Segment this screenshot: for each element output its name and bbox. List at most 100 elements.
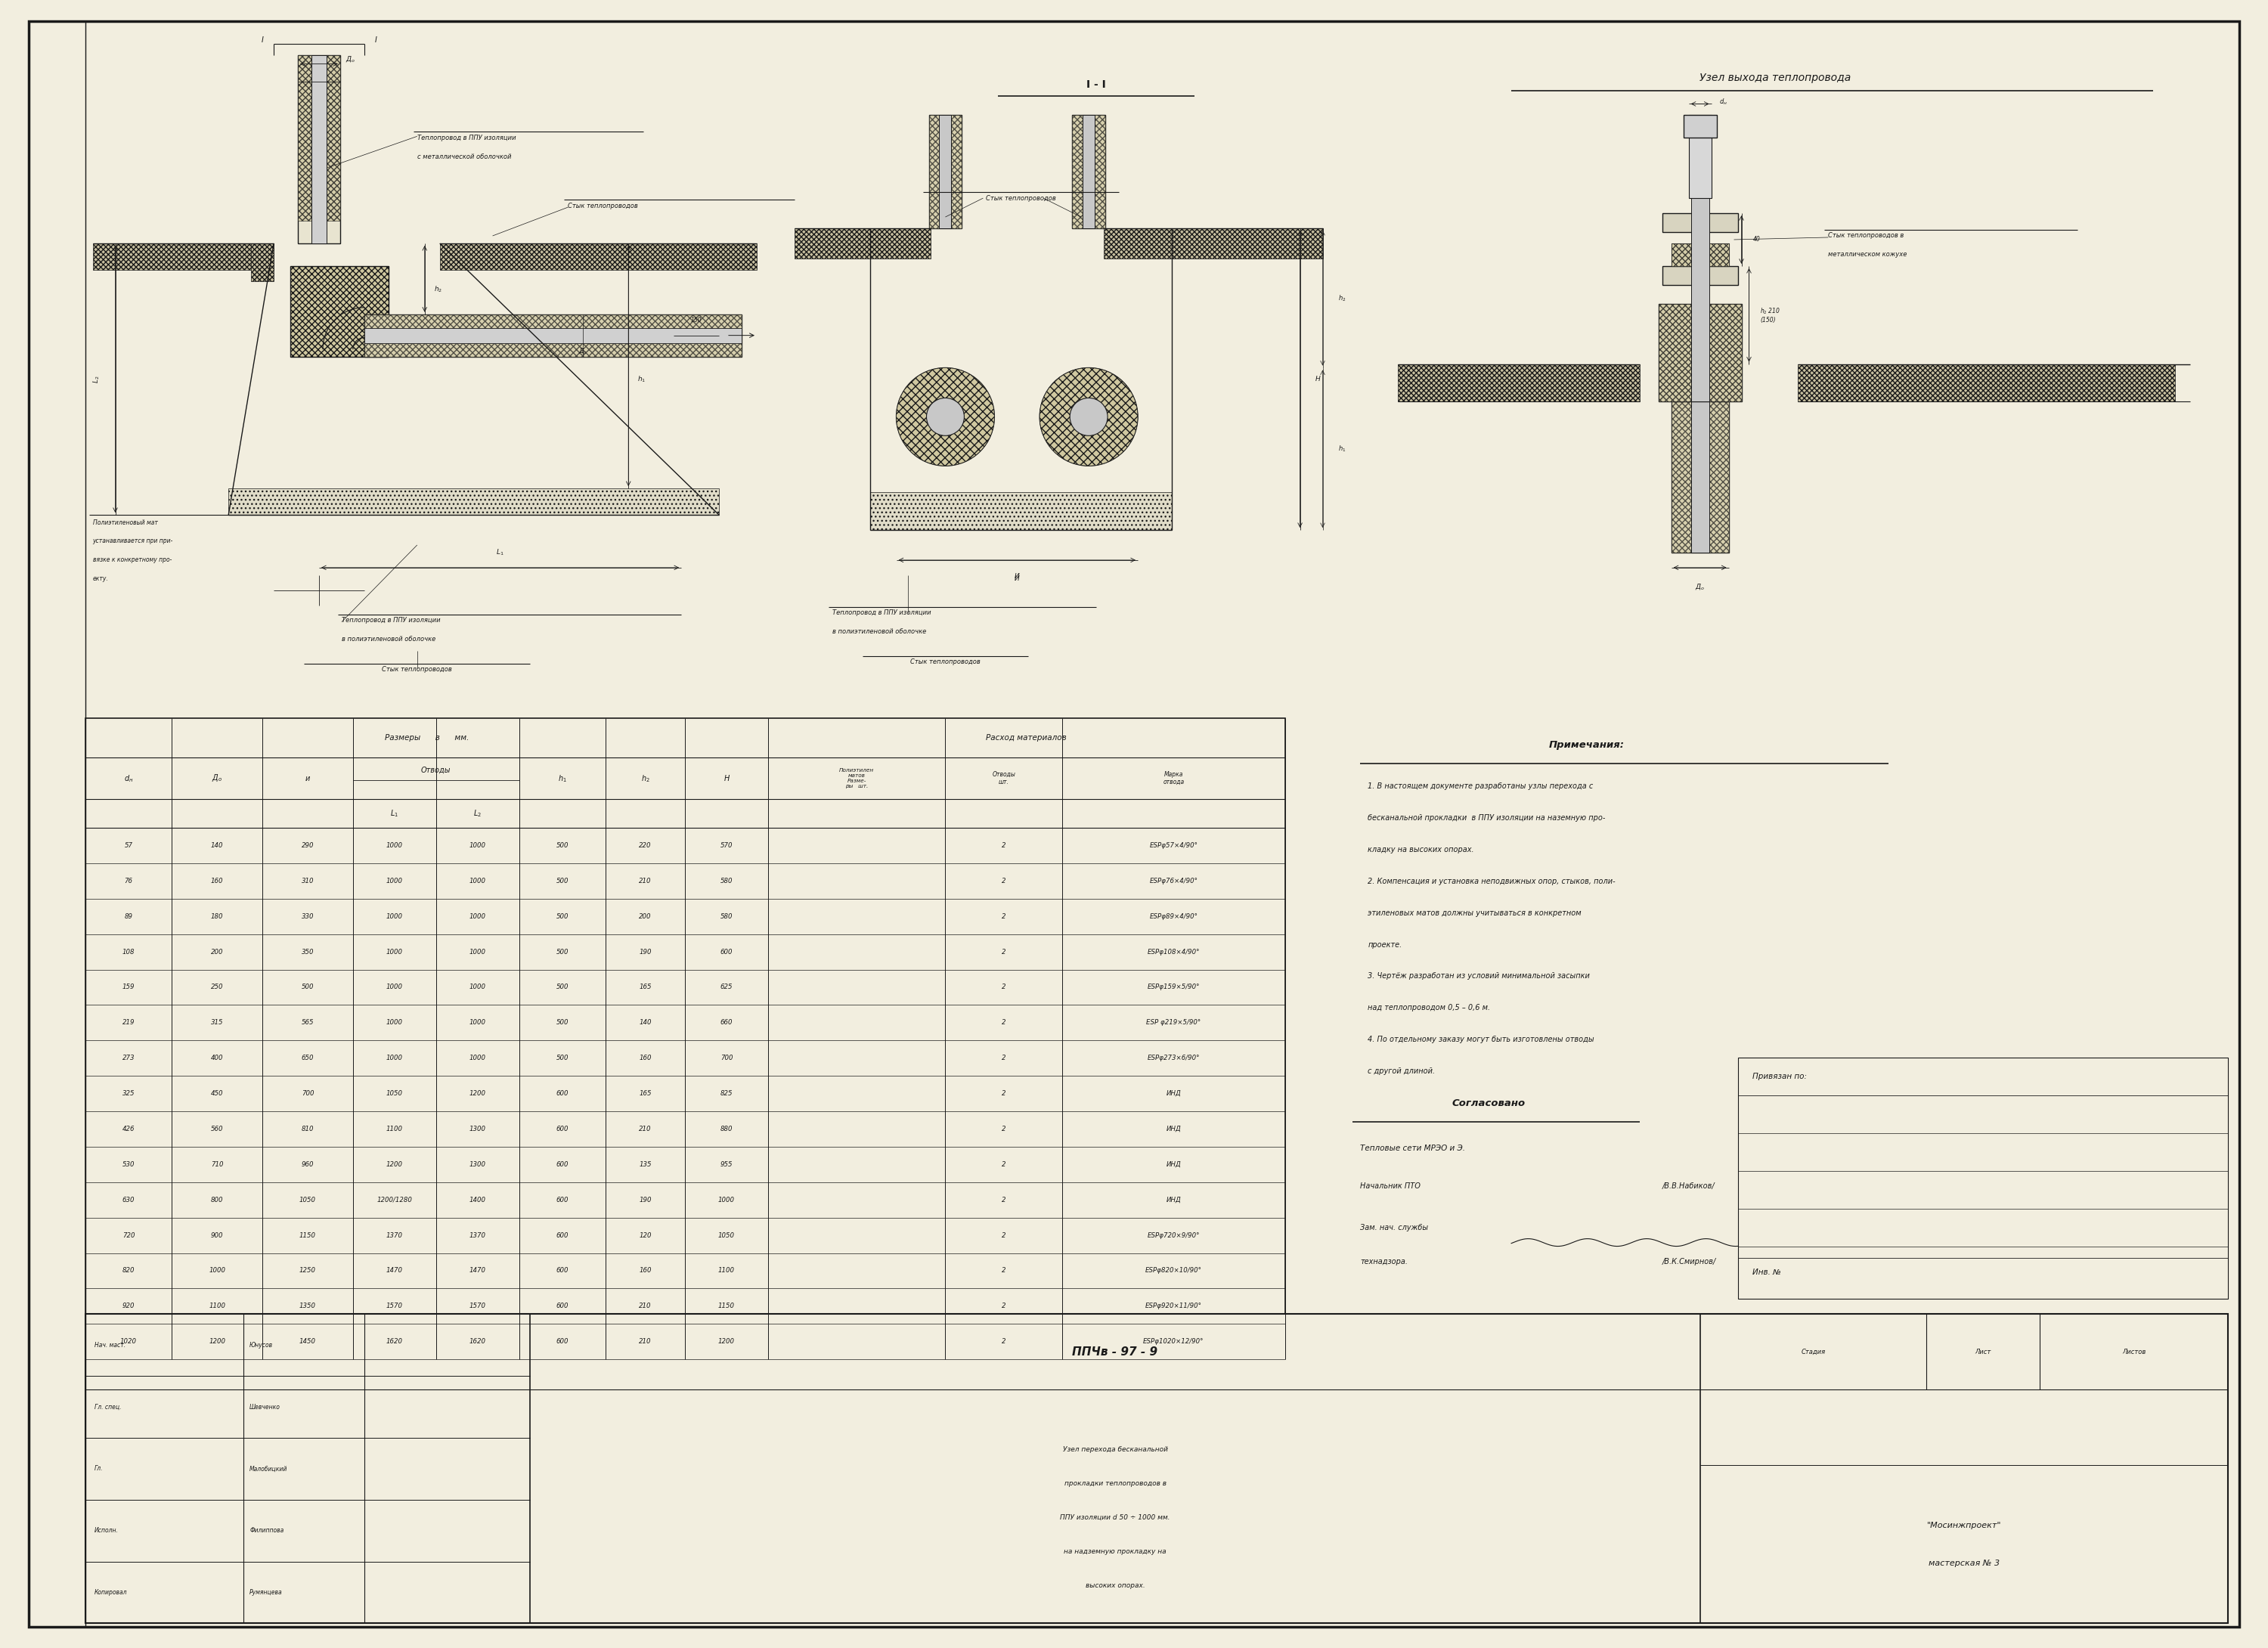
Text: Исполн.: Исполн. bbox=[95, 1528, 118, 1534]
Text: ESPφ273×6/90°: ESPφ273×6/90° bbox=[1148, 1055, 1200, 1061]
Text: Теплопровод в ППУ изоляции: Теплопровод в ППУ изоляции bbox=[832, 610, 930, 616]
Text: Согласовано: Согласовано bbox=[1452, 1098, 1526, 1107]
Text: 600: 600 bbox=[556, 1267, 569, 1274]
Text: 1370: 1370 bbox=[469, 1233, 485, 1239]
Bar bbox=[1105, 229, 1322, 259]
Text: с металлической оболочкой: с металлической оболочкой bbox=[417, 153, 510, 160]
Text: этиленовых матов должны учитываться в конкретном: этиленовых матов должны учитываться в ко… bbox=[1368, 910, 1581, 916]
Bar bbox=[794, 229, 930, 259]
Text: 600: 600 bbox=[556, 1091, 569, 1098]
Text: ESPφ89×4/90°: ESPφ89×4/90° bbox=[1150, 913, 1198, 920]
Text: ИНД: ИНД bbox=[1166, 1196, 1182, 1203]
Text: Д$_о$: Д$_о$ bbox=[211, 773, 222, 783]
Text: h$_1$: h$_1$ bbox=[558, 773, 567, 783]
Text: 500: 500 bbox=[556, 1055, 569, 1061]
Text: 700: 700 bbox=[721, 1055, 733, 1061]
Text: Стадия: Стадия bbox=[1801, 1348, 1826, 1355]
Text: 1000: 1000 bbox=[386, 1055, 404, 1061]
Text: 450: 450 bbox=[211, 1091, 222, 1098]
Bar bbox=[1662, 265, 1737, 285]
Text: Примечания:: Примечания: bbox=[1549, 740, 1624, 750]
Text: 800: 800 bbox=[211, 1196, 222, 1203]
Circle shape bbox=[896, 368, 993, 466]
Text: Румянцева: Румянцева bbox=[249, 1589, 284, 1595]
Text: Отводы: Отводы bbox=[422, 766, 451, 775]
Text: и: и bbox=[306, 775, 311, 783]
Text: 210: 210 bbox=[640, 1338, 651, 1345]
Bar bbox=[1683, 115, 1717, 138]
Bar bbox=[297, 54, 340, 221]
Text: 190: 190 bbox=[640, 948, 651, 956]
Text: Узел перехода бесканальной: Узел перехода бесканальной bbox=[1064, 1447, 1168, 1454]
Text: Юнусов: Юнусов bbox=[249, 1341, 272, 1348]
Text: в полиэтиленовой оболочке: в полиэтиленовой оболочке bbox=[832, 628, 925, 634]
Text: Инв. №: Инв. № bbox=[1753, 1269, 1780, 1277]
Text: 600: 600 bbox=[721, 948, 733, 956]
Text: 920: 920 bbox=[122, 1304, 134, 1310]
Text: 1000: 1000 bbox=[469, 1018, 485, 1027]
Text: 1200: 1200 bbox=[209, 1338, 225, 1345]
Text: L$_1$: L$_1$ bbox=[497, 547, 503, 557]
Text: прокладки теплопроводов в: прокладки теплопроводов в bbox=[1064, 1480, 1166, 1486]
Text: на надземную прокладку на: на надземную прокладку на bbox=[1064, 1547, 1166, 1556]
Text: 880: 880 bbox=[721, 1126, 733, 1132]
Text: 1620: 1620 bbox=[386, 1338, 404, 1345]
Text: 1000: 1000 bbox=[469, 984, 485, 990]
Text: 165: 165 bbox=[640, 1091, 651, 1098]
Text: 310: 310 bbox=[302, 877, 313, 885]
Text: 2: 2 bbox=[1002, 1267, 1007, 1274]
Bar bbox=[1672, 244, 1728, 265]
Text: Начальник ПТО: Начальник ПТО bbox=[1361, 1182, 1420, 1190]
Text: 1200: 1200 bbox=[469, 1091, 485, 1098]
Text: 500: 500 bbox=[556, 984, 569, 990]
Text: 1470: 1470 bbox=[469, 1267, 485, 1274]
Text: 810: 810 bbox=[302, 1126, 313, 1132]
Text: 273: 273 bbox=[122, 1055, 134, 1061]
Text: 580: 580 bbox=[721, 877, 733, 885]
Text: металлическом кожухе: металлическом кожухе bbox=[1828, 250, 1907, 259]
Text: вязке к конкретному про-: вязке к конкретному про- bbox=[93, 557, 172, 564]
Text: 625: 625 bbox=[721, 984, 733, 990]
Bar bbox=[290, 265, 388, 356]
Text: 1150: 1150 bbox=[299, 1233, 315, 1239]
Text: устанавливается при при-: устанавливается при при- bbox=[93, 537, 172, 544]
Text: 600: 600 bbox=[556, 1233, 569, 1239]
Text: 530: 530 bbox=[122, 1162, 134, 1168]
Circle shape bbox=[1039, 368, 1139, 466]
Text: Размеры      в      мм.: Размеры в мм. bbox=[386, 735, 469, 742]
Bar bbox=[1082, 115, 1095, 229]
Bar bbox=[930, 115, 962, 229]
Bar bbox=[1073, 115, 1105, 229]
Text: ESPφ159×5/90°: ESPφ159×5/90° bbox=[1148, 984, 1200, 990]
Text: 1000: 1000 bbox=[209, 1267, 225, 1274]
Text: ППУ изоляции d 50 ÷ 1000 мм.: ППУ изоляции d 50 ÷ 1000 мм. bbox=[1059, 1515, 1170, 1521]
Text: Лист: Лист bbox=[1975, 1348, 1991, 1355]
Text: 1200/1280: 1200/1280 bbox=[376, 1196, 413, 1203]
Bar bbox=[1692, 198, 1710, 402]
Text: 1000: 1000 bbox=[719, 1196, 735, 1203]
Text: ESPφ76×4/90°: ESPφ76×4/90° bbox=[1150, 877, 1198, 885]
Text: 290: 290 bbox=[302, 842, 313, 849]
Text: 1000: 1000 bbox=[386, 984, 404, 990]
Text: 160: 160 bbox=[640, 1267, 651, 1274]
Text: Стык теплопроводов: Стык теплопроводов bbox=[909, 659, 980, 666]
Text: 1. В настоящем документе разработаны узлы перехода с: 1. В настоящем документе разработаны узл… bbox=[1368, 783, 1594, 789]
Text: 210: 210 bbox=[640, 1126, 651, 1132]
Text: Марка
отвода: Марка отвода bbox=[1163, 771, 1184, 786]
Bar bbox=[252, 244, 274, 282]
Text: с другой длиной.: с другой длиной. bbox=[1368, 1068, 1436, 1074]
Text: 2: 2 bbox=[1002, 1091, 1007, 1098]
Text: ESPφ57×4/90°: ESPφ57×4/90° bbox=[1150, 842, 1198, 849]
Text: 220: 220 bbox=[640, 842, 651, 849]
Text: Гл.: Гл. bbox=[95, 1465, 102, 1472]
Text: 1000: 1000 bbox=[386, 842, 404, 849]
Text: 165: 165 bbox=[640, 984, 651, 990]
Text: екту.: екту. bbox=[93, 575, 109, 582]
Text: 57: 57 bbox=[125, 842, 132, 849]
Text: Шевченко: Шевченко bbox=[249, 1404, 281, 1411]
Text: 135: 135 bbox=[640, 1162, 651, 1168]
Text: 426: 426 bbox=[122, 1126, 134, 1132]
Text: ESP φ219×5/90°: ESP φ219×5/90° bbox=[1145, 1018, 1202, 1027]
Text: 1570: 1570 bbox=[386, 1304, 404, 1310]
Text: 4. По отдельному заказу могут быть изготовлены отводы: 4. По отдельному заказу могут быть изгот… bbox=[1368, 1037, 1594, 1043]
